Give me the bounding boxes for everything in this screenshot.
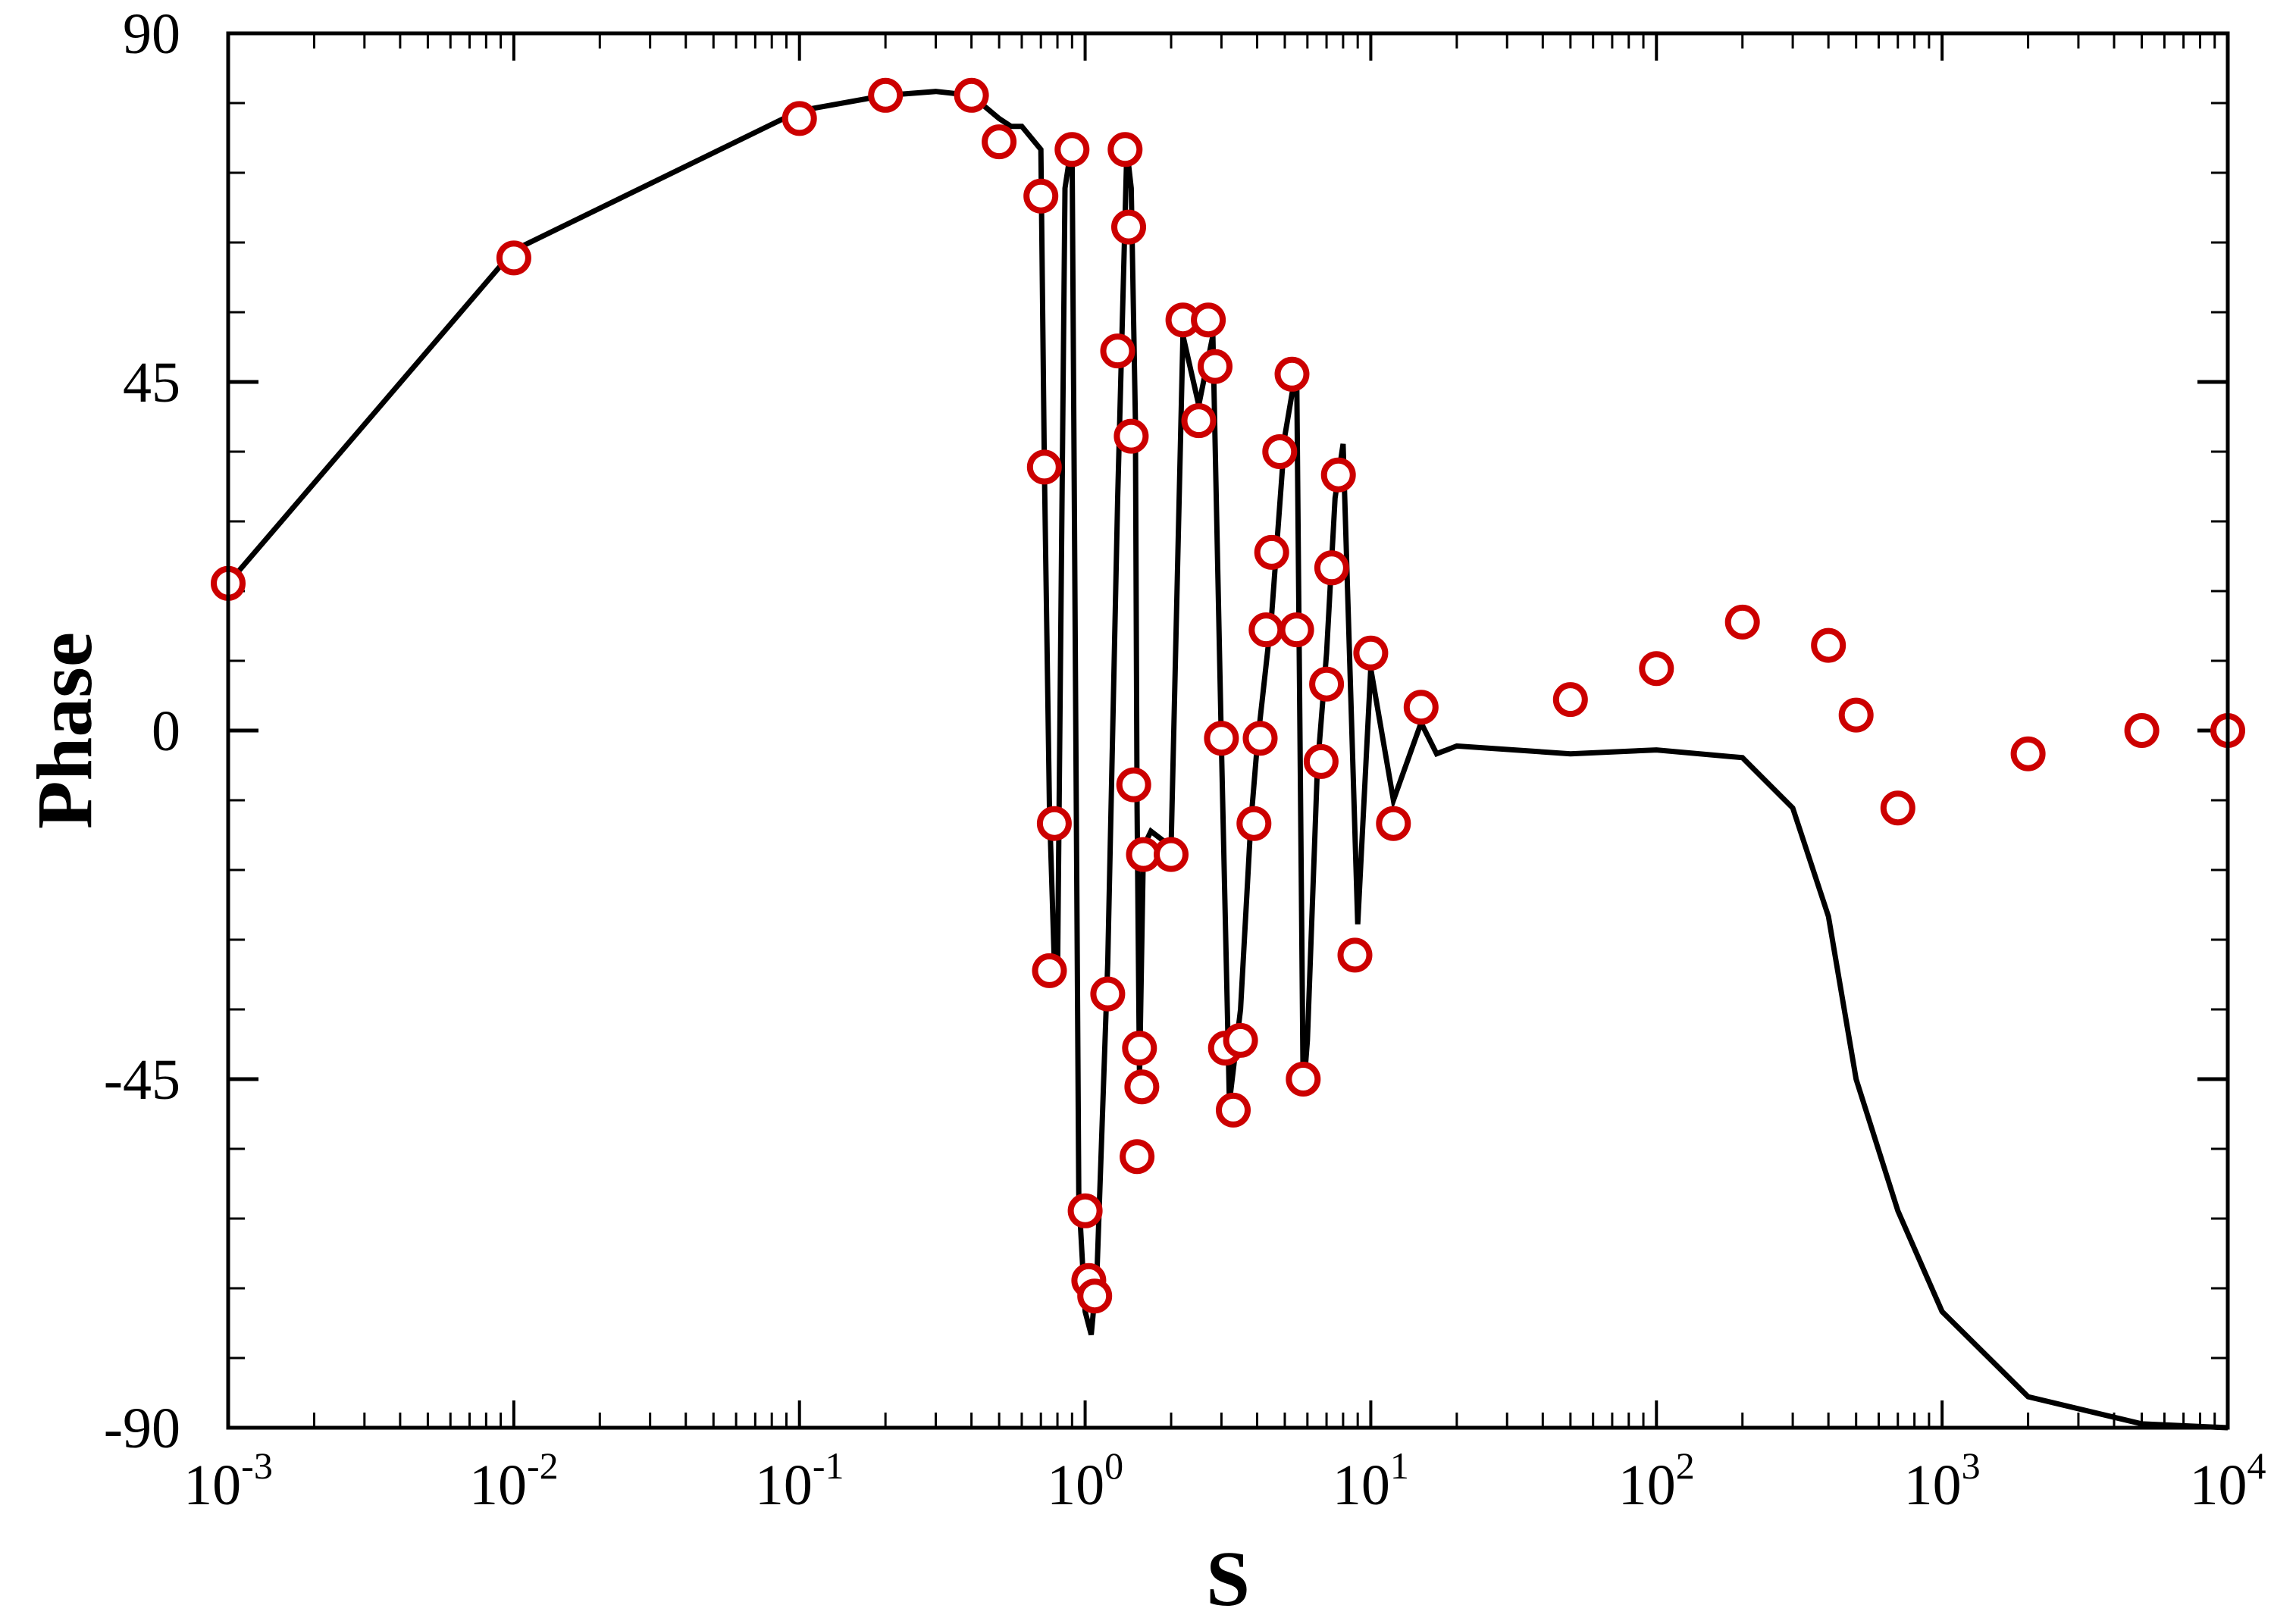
data-point-marker [1320,457,1356,493]
data-point-marker [1286,1062,1321,1097]
data-point-marker [1274,356,1310,392]
data-point-marker [1124,1069,1160,1105]
y-tick-label: 90 [123,2,180,66]
data-point-marker [1181,403,1217,439]
data-point-marker [1403,690,1439,725]
data-point-marker [1639,651,1674,687]
data-point-marker [1032,953,1067,988]
data-point-marker [1223,1022,1258,1058]
data-point-marker [868,77,904,113]
data-point-marker [1279,612,1314,648]
data-point-marker [1077,1278,1113,1314]
data-point-marker [1116,767,1151,803]
x-tick-label: 103 [1904,1444,1981,1517]
series-line [226,89,2229,1431]
data-point-marker [1353,635,1389,671]
data-point-marker [1023,178,1059,214]
data-point-marker [2124,713,2160,748]
data-point-marker [496,240,531,276]
data-point-marker [1054,132,1090,167]
y-tick-label: 45 [123,351,180,415]
data-point-marker [1026,449,1062,485]
y-tick-labels: 90 45 0 -45 -90 [104,2,180,1460]
data-point-marker [1198,349,1233,384]
data-point-marker [1036,806,1072,841]
x-tick-label: 10-2 [469,1444,559,1517]
data-point-marker [1090,976,1126,1012]
data-point-marker [1154,837,1189,872]
data-point-marker [982,124,1017,160]
x-tick-label: 10-3 [183,1444,273,1517]
data-point-marker [1191,302,1226,338]
data-point-marker [954,77,989,113]
y-tick-label: 0 [152,699,180,763]
data-point-marker [1880,790,1915,826]
data-point-marker [1204,721,1239,756]
tick-marks [227,31,2229,1430]
x-tick-label: 102 [1618,1444,1695,1517]
data-point-marker [1314,550,1349,586]
data-point-marker [1838,697,1874,733]
data-point-marker [1309,666,1345,702]
series-marker-layer [211,77,2245,1314]
data-point-marker [1122,1031,1157,1066]
data-point-marker [1242,721,1278,756]
data-point-marker [1107,132,1143,167]
data-point-marker [1303,743,1339,779]
data-point-marker [1337,937,1373,973]
y-tick-label: -90 [104,1397,180,1460]
x-tick-labels: 10-3 10-2 10-1 100 101 102 103 104 [183,1444,2266,1517]
data-point-marker [1236,806,1272,841]
data-point-marker [1254,534,1289,570]
data-point-marker [1114,418,1149,454]
x-tick-label: 104 [2190,1444,2266,1517]
plot-frame [226,31,2230,1430]
data-point-marker [1262,434,1298,469]
data-point-marker [1552,682,1588,718]
data-point-marker [1067,1193,1103,1228]
data-point-marker [1120,1139,1155,1175]
y-axis-title: Phase [21,632,108,829]
data-point-marker [1724,604,1760,640]
data-point-marker [781,101,817,136]
x-tick-label: 10-1 [755,1444,844,1517]
x-axis-title: S [1206,1535,1250,1622]
data-point-marker [1811,627,1846,663]
data-point-marker [1126,837,1161,872]
series-line-layer [226,89,2229,1431]
data-point-marker [1376,806,1411,841]
data-point-marker [1100,333,1135,369]
x-tick-label: 100 [1047,1444,1123,1517]
data-point-marker [1248,612,1284,648]
data-point-marker [2010,736,2046,771]
y-tick-label: -45 [104,1048,180,1112]
x-tick-label: 101 [1333,1444,1409,1517]
data-point-marker [1111,209,1146,245]
data-point-marker [1216,1092,1251,1128]
